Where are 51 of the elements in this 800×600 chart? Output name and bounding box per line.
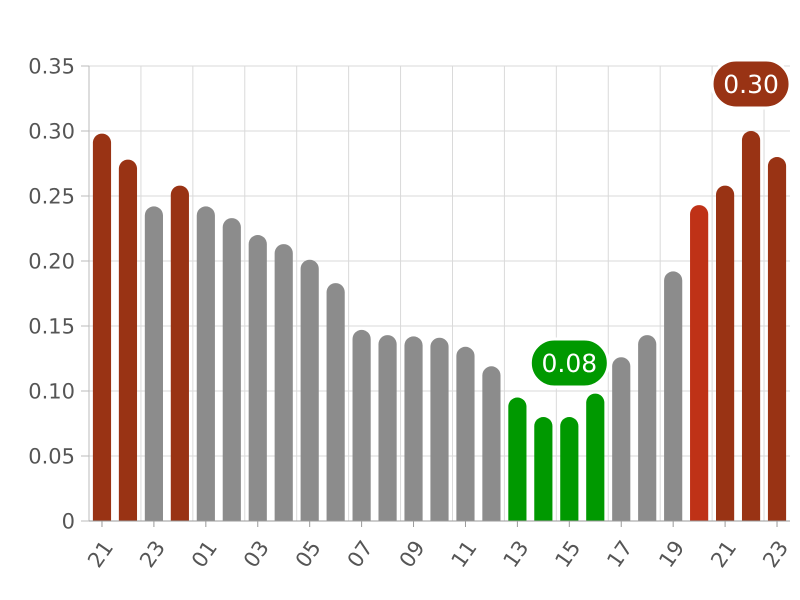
bar [222,218,241,521]
bar [118,160,138,521]
x-tick-label: 19 [654,536,690,572]
bar [170,186,189,521]
x-tick-label: 23 [758,536,794,572]
x-tick-label: 09 [394,536,430,572]
bar [248,235,267,521]
y-tick-label: 0.10 [28,379,75,404]
data-label: 0.08 [541,348,598,378]
bar [482,366,501,521]
bar [326,283,345,521]
bar [612,357,630,521]
x-tick-label: 17 [602,536,638,572]
bar [560,417,578,521]
x-tick-label: 01 [186,536,222,572]
bar [534,417,552,521]
x-tick-label: 07 [342,536,378,572]
bar [742,131,760,521]
y-tick-label: 0.20 [28,249,75,274]
bar [144,206,163,521]
y-tick-label: 0.15 [28,314,75,338]
y-tick-label: 0.35 [28,54,75,78]
bar [690,205,708,521]
y-tick-label: 0.30 [28,119,75,144]
bar [92,134,112,521]
bar [430,338,449,521]
x-tick-label: 21 [706,536,742,572]
x-tick-label: 11 [446,536,482,572]
x-tick-label: 13 [498,536,534,572]
bar [508,398,526,521]
x-tick-label: 05 [290,536,326,572]
bar [638,335,656,521]
bar [716,186,734,521]
bar [196,206,215,521]
bar [768,157,786,521]
data-label: 0.30 [723,70,779,99]
bar [664,271,682,521]
bar [300,260,319,521]
bar [456,346,475,521]
bar [404,336,423,521]
x-tick-label: 15 [550,536,586,572]
x-tick-label: 03 [238,536,274,572]
bar [352,330,371,521]
y-tick-label: 0.05 [28,444,75,468]
y-tick-label: 0 [62,509,75,534]
y-tick-label: 0.25 [28,184,75,208]
bar [586,394,604,521]
bar [378,335,397,521]
bar [274,244,293,521]
x-tick-label: 21 [83,536,118,572]
x-tick-label: 23 [135,536,170,572]
